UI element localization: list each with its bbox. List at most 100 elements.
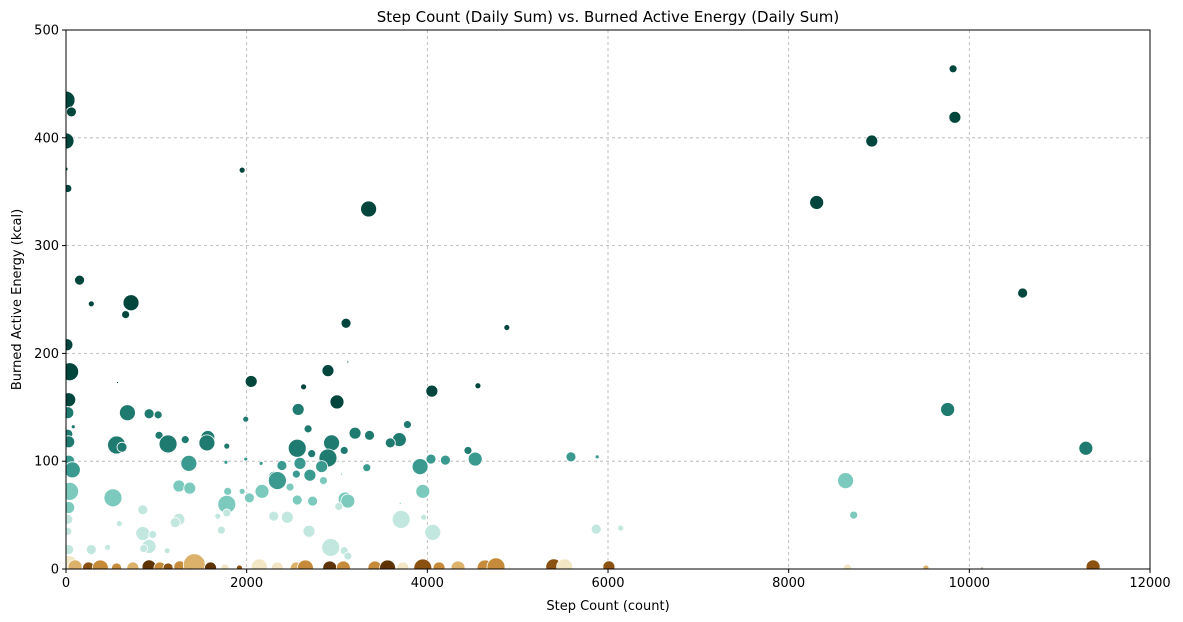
scatter-point	[115, 520, 123, 528]
scatter-point	[321, 364, 335, 378]
scatter-point	[415, 483, 431, 499]
scatter-point	[348, 426, 362, 440]
scatter-point	[293, 456, 307, 470]
scatter-point	[276, 460, 288, 471]
scatter-point	[849, 510, 859, 520]
scatter-point	[66, 106, 77, 118]
scatter-point	[343, 551, 353, 561]
scatter-point	[432, 561, 446, 569]
y-tick-label: 0	[51, 563, 59, 578]
scatter-point	[565, 451, 577, 463]
scatter-point	[66, 526, 73, 536]
scatter-point	[267, 471, 287, 491]
scatter-point	[148, 530, 158, 539]
x-tick-label: 0	[62, 576, 70, 591]
scatter-point	[396, 561, 410, 569]
scatter-point	[70, 424, 76, 430]
scatter-point	[66, 184, 73, 193]
scatter-point	[137, 504, 149, 516]
scatter-point	[163, 547, 171, 555]
scatter-point	[486, 557, 506, 569]
y-tick-label: 400	[34, 131, 59, 146]
scatter-point	[364, 429, 375, 441]
scatter-point	[66, 514, 74, 525]
scatter-point	[216, 525, 226, 535]
y-tick-label: 300	[34, 239, 59, 254]
scatter-point	[119, 404, 136, 422]
scatter-point	[67, 559, 83, 569]
scatter-point	[280, 510, 294, 524]
x-tick-label: 2000	[230, 576, 263, 591]
scatter-point	[222, 508, 232, 518]
data-points	[66, 64, 1101, 569]
scatter-point	[594, 454, 600, 460]
scatter-point	[135, 526, 151, 541]
y-axis-label: Burned Active Energy (kcal)	[10, 209, 25, 390]
scatter-point	[362, 463, 372, 473]
scatter-point	[139, 544, 149, 553]
x-tick-label: 4000	[411, 576, 444, 591]
scatter-point	[323, 434, 340, 452]
scatter-point	[204, 561, 217, 569]
scatter-point	[143, 408, 155, 420]
scatter-point	[339, 446, 349, 455]
scatter-point	[391, 510, 411, 529]
scatter-point	[287, 438, 307, 458]
scatter-point	[439, 454, 451, 466]
scatter-point	[329, 394, 345, 410]
scatter-point	[315, 460, 329, 473]
scatter-point	[122, 294, 140, 312]
scatter-point	[1085, 559, 1101, 569]
x-tick-label: 10000	[949, 576, 990, 591]
scatter-point	[66, 501, 76, 514]
x-tick-label: 8000	[772, 576, 805, 591]
scatter-point	[238, 487, 246, 495]
scatter-point	[158, 434, 178, 454]
scatter-point	[450, 560, 466, 569]
scatter-point	[865, 134, 879, 148]
scatter-point	[198, 434, 216, 452]
scatter-point	[66, 461, 81, 479]
scatter-point	[425, 384, 439, 398]
scatter-point	[126, 561, 140, 569]
scatter-point	[556, 558, 574, 569]
scatter-point	[340, 317, 352, 329]
scatter-point	[590, 523, 602, 535]
scatter-point	[922, 564, 930, 569]
scatter-point	[837, 472, 854, 490]
scatter-point	[85, 544, 97, 555]
scatter-point	[66, 481, 80, 501]
scatter-point	[66, 435, 76, 449]
scatter-point	[66, 338, 74, 352]
scatter-point	[223, 442, 231, 450]
scatter-point	[66, 406, 75, 420]
scatter-point	[411, 458, 429, 475]
scatter-point	[258, 460, 264, 466]
scatter-point	[116, 381, 119, 384]
scatter-point	[243, 456, 249, 462]
scatter-point	[169, 517, 181, 529]
scatter-point	[116, 441, 128, 453]
scatter-point	[180, 454, 198, 472]
scatter-point	[384, 437, 396, 449]
y-tick-label: 200	[34, 347, 59, 362]
scatter-point	[321, 538, 341, 557]
scatter-point	[111, 562, 122, 569]
scatter-point	[1078, 440, 1094, 456]
scatter-point	[340, 493, 356, 509]
scatter-point	[285, 482, 295, 492]
scatter-point	[66, 90, 76, 110]
scatter-point	[214, 512, 222, 520]
scatter-point	[503, 324, 511, 331]
scatter-point	[335, 560, 351, 569]
y-tick-label: 500	[34, 24, 59, 39]
scatter-point	[153, 410, 163, 420]
scatter-point	[413, 558, 433, 569]
scatter-point	[346, 360, 350, 364]
scatter-point	[238, 166, 246, 174]
scatter-point	[66, 392, 77, 408]
scatter-point	[242, 415, 250, 423]
scatter-point	[403, 420, 412, 429]
scatter-point	[182, 553, 206, 569]
